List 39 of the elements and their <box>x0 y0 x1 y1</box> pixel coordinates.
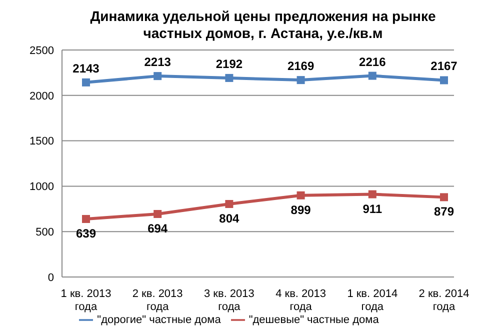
y-tick-label: 1500 <box>30 136 54 148</box>
data-label: 879 <box>434 204 454 219</box>
point <box>225 200 234 208</box>
point <box>296 76 305 84</box>
y-tick-label: 500 <box>36 226 54 239</box>
point <box>296 191 305 200</box>
data-label: 639 <box>76 226 96 240</box>
point <box>368 72 376 80</box>
point <box>82 214 90 223</box>
y-tick-label: 2000 <box>30 90 54 102</box>
x-tick-label: 1 кв. 2014 года <box>347 288 398 313</box>
data-label: 2213 <box>144 55 172 70</box>
data-label: 804 <box>219 212 240 226</box>
point <box>154 210 162 218</box>
point <box>368 190 376 198</box>
chart-title: Динамика удельной цены предложения на рынке частных домов, г. Астана, у.е./кв.м <box>89 8 437 42</box>
x-tick-label: 4 кв. 2013 года <box>276 288 326 313</box>
point <box>154 72 162 80</box>
data-label: 694 <box>148 222 168 236</box>
legend-label: "дорогие" частные дома <box>97 314 221 326</box>
point <box>225 74 234 82</box>
point <box>440 76 448 84</box>
y-tick-label: 2500 <box>30 44 54 57</box>
y-tick-label: 0 <box>48 272 54 284</box>
x-tick-label: 2 кв. 2013 года <box>132 288 183 313</box>
data-label: 2167 <box>430 59 458 74</box>
legend-label: "дешевые" частные дома <box>248 314 379 326</box>
x-tick-label: 3 кв. 2013 года <box>204 288 254 313</box>
data-label: 2143 <box>72 61 100 76</box>
x-tick-label: 1 кв. 2013 года <box>60 288 112 313</box>
data-label: 2192 <box>216 56 243 71</box>
x-tick-label: 2 кв. 2014 года <box>418 288 470 313</box>
data-label: 899 <box>290 202 312 217</box>
y-tick-label: 1000 <box>30 181 54 194</box>
data-label: 2216 <box>359 54 386 69</box>
data-label: 911 <box>362 202 382 216</box>
point <box>440 193 448 202</box>
data-label: 2169 <box>287 59 314 74</box>
point <box>82 78 90 86</box>
